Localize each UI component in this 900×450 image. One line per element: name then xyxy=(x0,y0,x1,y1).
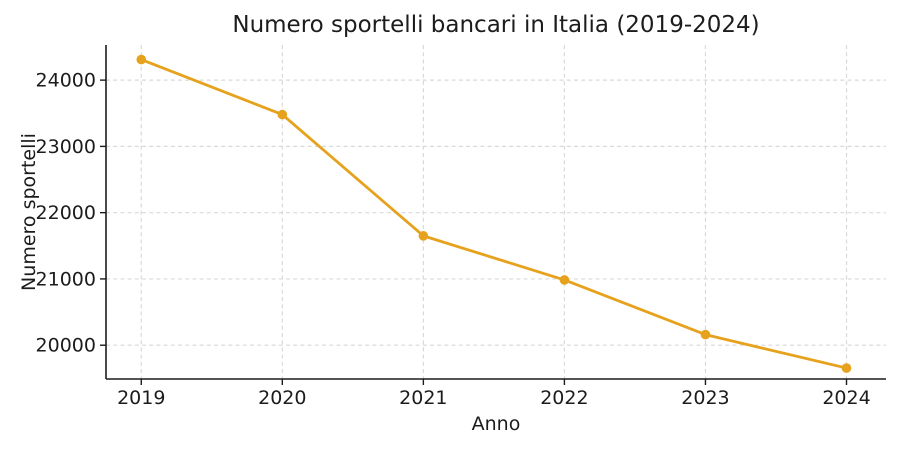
x-tick-label: 2024 xyxy=(822,387,870,409)
chart-title: Numero sportelli bancari in Italia (2019… xyxy=(232,12,759,38)
x-tick-label: 2019 xyxy=(117,387,165,409)
gridlines xyxy=(106,45,886,379)
y-tick-label: 22000 xyxy=(36,202,96,224)
series-line xyxy=(139,58,848,370)
data-point-marker xyxy=(136,54,147,65)
axes xyxy=(100,45,886,385)
data-point-marker xyxy=(559,275,570,285)
y-tick-label: 23000 xyxy=(36,136,96,158)
y-axis-label: Numero sportelli xyxy=(18,133,40,291)
data-point-marker xyxy=(277,109,288,120)
x-tick-label: 2022 xyxy=(540,387,588,409)
y-tick-label: 20000 xyxy=(36,335,96,357)
y-tick-label: 21000 xyxy=(36,268,96,290)
x-tick-label: 2021 xyxy=(399,387,447,409)
y-tick-label: 24000 xyxy=(36,70,96,92)
x-axis-label: Anno xyxy=(472,413,521,435)
tick-labels: 2019 2020 2021 2022 2023 2024 20000 21000 22000 2… xyxy=(36,70,871,409)
x-tick-label: 2020 xyxy=(258,387,306,409)
x-tick-label: 2023 xyxy=(681,387,729,409)
data-point-marker xyxy=(418,231,429,241)
data-point-marker xyxy=(700,329,711,340)
line-series xyxy=(136,54,852,373)
data-point-marker xyxy=(841,363,852,373)
